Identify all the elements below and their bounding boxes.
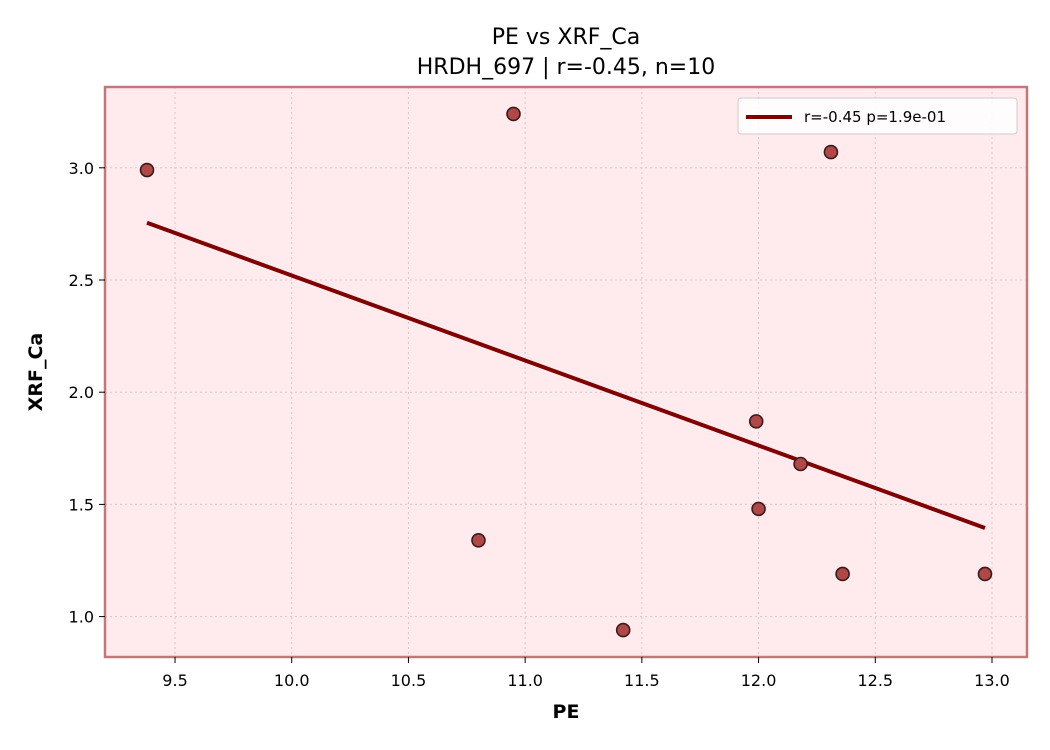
x-tick-label: 12.0 <box>741 671 777 690</box>
y-tick-label: 2.5 <box>69 271 94 290</box>
data-point <box>139 162 155 178</box>
points-layer <box>139 106 993 638</box>
data-point <box>471 533 486 548</box>
data-point <box>615 622 631 638</box>
data-point <box>977 566 993 582</box>
x-axis-label: PE <box>553 701 580 723</box>
legend-label-fit-line: r=-0.45 p=1.9e-01 <box>804 108 946 126</box>
fit-layer <box>146 220 986 530</box>
x-tick-label: 12.5 <box>857 671 893 690</box>
data-point <box>793 456 808 472</box>
x-tick-label: 10.5 <box>391 671 427 690</box>
y-tick-label: 1.0 <box>69 608 94 627</box>
data-point <box>835 566 850 582</box>
x-tick-label: 11.5 <box>624 671 660 690</box>
y-tick-label: 2.0 <box>69 383 94 402</box>
y-axis: 1.0 1.5 2.0 2.5 3.0 <box>69 159 105 627</box>
fit-line <box>146 220 986 530</box>
plot-frame <box>103 85 1029 659</box>
chart-subtitle: HRDH_697 | r=-0.45, n=10 <box>417 55 715 80</box>
data-point <box>823 144 839 160</box>
chart-title: PE vs XRF_Ca <box>492 25 641 50</box>
data-point <box>506 106 521 122</box>
grid-lines <box>105 87 1027 657</box>
x-tick-label: 10.0 <box>274 671 310 690</box>
y-tick-label: 1.5 <box>69 495 94 514</box>
legend: r=-0.45 p=1.9e-01 <box>737 97 1018 135</box>
legend-box <box>737 97 1018 135</box>
data-point <box>751 501 766 517</box>
y-axis-label: XRF_Ca <box>25 333 47 412</box>
x-tick-label: 13.0 <box>974 671 1010 690</box>
data-point <box>748 414 764 429</box>
x-tick-label: 9.5 <box>162 671 187 690</box>
x-tick-label: 11.0 <box>507 671 543 690</box>
y-tick-label: 3.0 <box>69 159 94 178</box>
plot-area <box>105 87 1027 657</box>
x-axis: 9.5 10.0 10.5 11.0 11.5 12.0 12.5 13.0 <box>162 657 1010 690</box>
